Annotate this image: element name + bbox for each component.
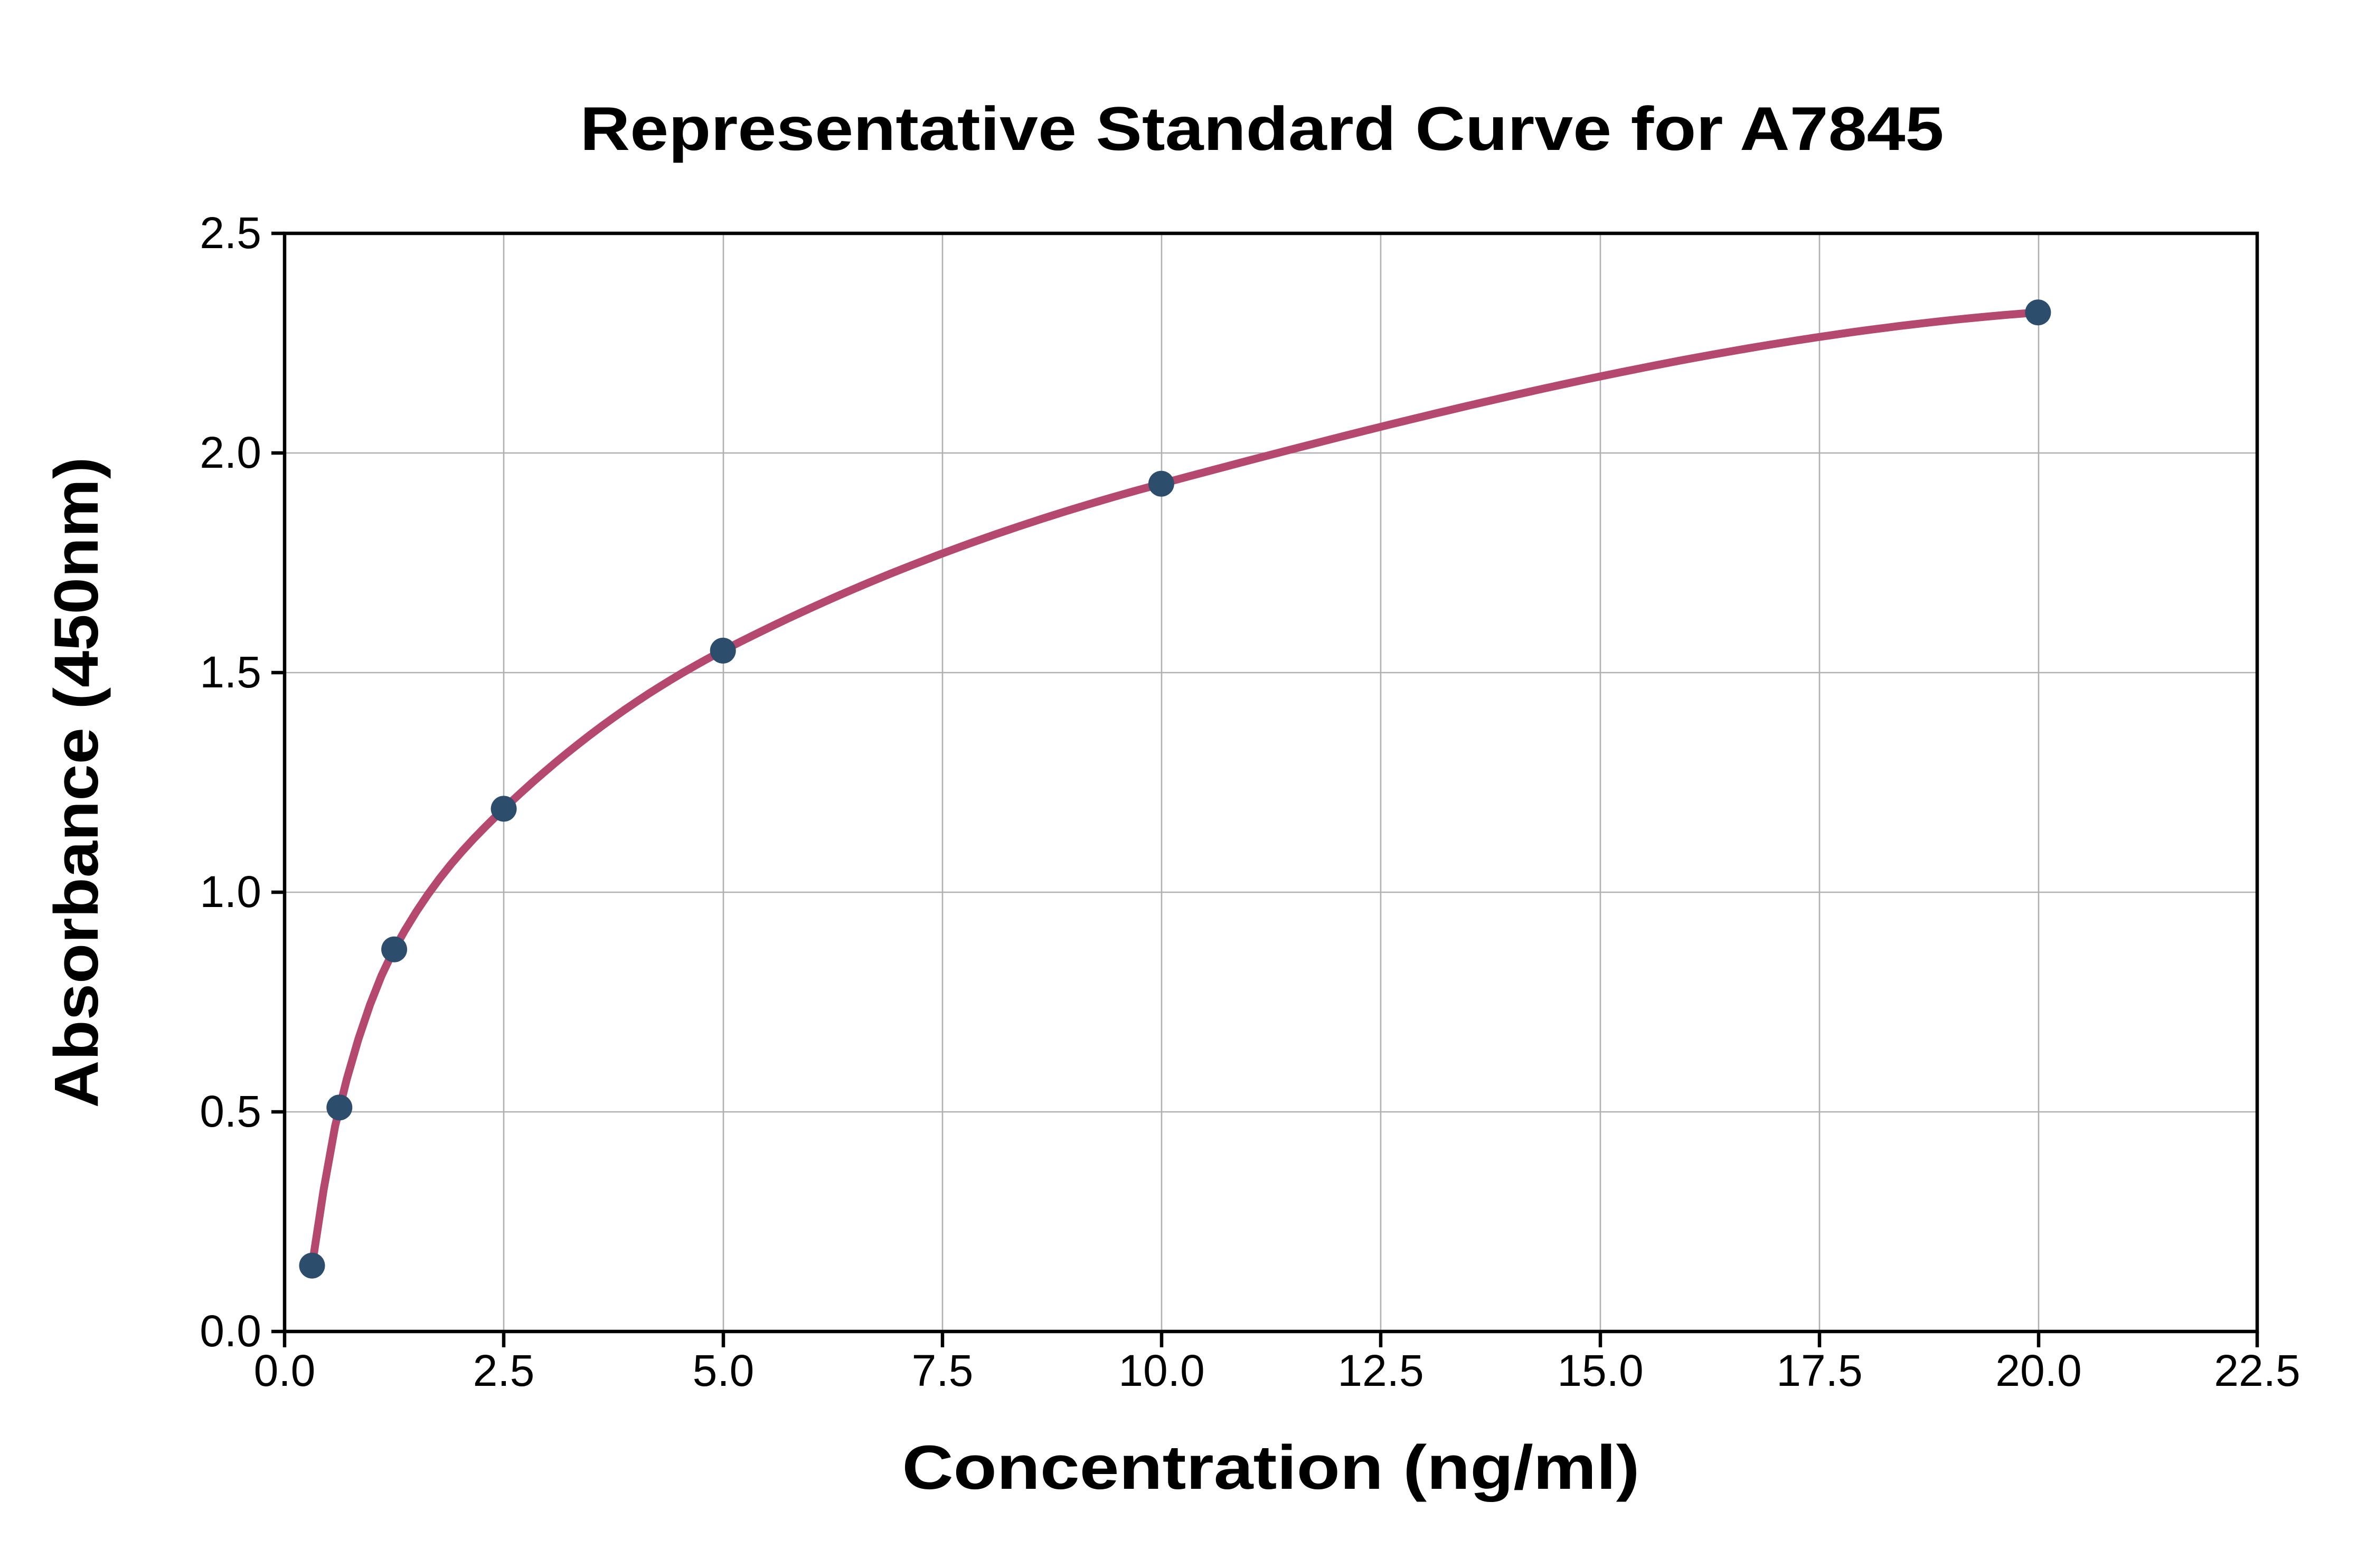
svg-text:17.5: 17.5	[1776, 1346, 1863, 1395]
svg-text:0.0: 0.0	[200, 1306, 261, 1356]
svg-text:1.0: 1.0	[200, 867, 261, 917]
svg-text:Concentration (ng/ml): Concentration (ng/ml)	[902, 1433, 1640, 1503]
svg-text:22.5: 22.5	[2214, 1346, 2300, 1395]
svg-text:7.5: 7.5	[912, 1346, 974, 1395]
svg-text:15.0: 15.0	[1557, 1346, 1644, 1395]
svg-text:1.5: 1.5	[200, 647, 261, 697]
svg-text:20.0: 20.0	[1995, 1346, 2082, 1395]
svg-text:2.5: 2.5	[473, 1346, 535, 1395]
svg-text:Absorbance (450nm): Absorbance (450nm)	[42, 457, 111, 1108]
svg-text:2.0: 2.0	[200, 428, 261, 477]
svg-text:12.5: 12.5	[1337, 1346, 1424, 1395]
svg-text:2.5: 2.5	[200, 208, 261, 258]
svg-text:0.5: 0.5	[200, 1087, 261, 1136]
svg-text:10.0: 10.0	[1118, 1346, 1205, 1395]
svg-text:0.0: 0.0	[254, 1346, 316, 1395]
svg-text:Representative Standard Curve: Representative Standard Curve for A7845	[580, 94, 1944, 163]
svg-text:5.0: 5.0	[693, 1346, 755, 1395]
